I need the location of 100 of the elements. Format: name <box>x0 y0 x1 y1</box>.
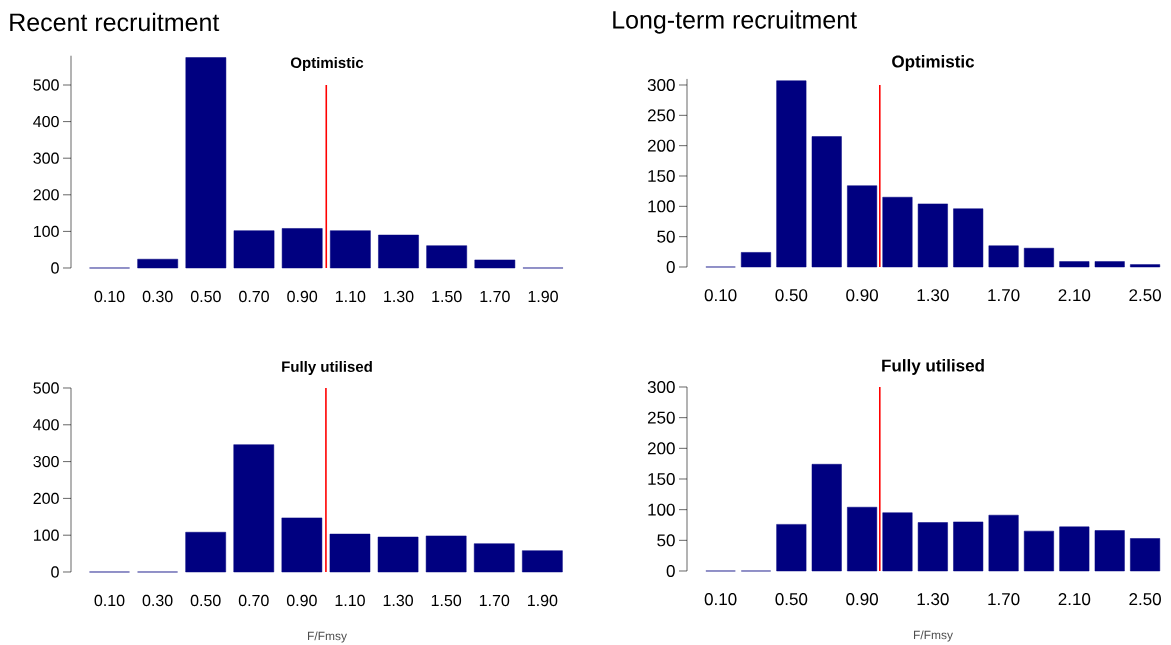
x-tick-label: 0.70 <box>238 594 269 607</box>
y-tick-label: 300 <box>33 152 59 164</box>
x-tick-label: 1.70 <box>988 289 1020 302</box>
y-tick-label: 300 <box>647 78 675 92</box>
bar <box>426 245 467 269</box>
bar <box>776 80 807 268</box>
x-tick-label: 1.70 <box>988 593 1020 606</box>
y-tick-label: 300 <box>647 380 675 394</box>
x-tick-label: 0.30 <box>142 290 173 303</box>
chart-title: Recent recruitment <box>10 12 220 32</box>
y-tick-label: 200 <box>33 189 59 201</box>
x-tick-label: 0.10 <box>704 289 737 302</box>
y-tick-label: 0 <box>666 260 675 274</box>
x-tick-label: 1.50 <box>431 594 462 607</box>
x-axis-title: F/Fmsy <box>913 630 953 642</box>
bar <box>917 203 948 268</box>
bar <box>425 535 467 573</box>
bar <box>953 521 984 572</box>
bar <box>1094 530 1125 572</box>
chart-title: Long-term recruitment <box>613 10 857 34</box>
bar <box>233 444 275 573</box>
bar <box>329 533 371 573</box>
y-tick-label: 0 <box>51 262 59 274</box>
x-tick-label: 2.10 <box>1058 593 1091 606</box>
bar <box>522 550 563 573</box>
y-tick-label: 200 <box>647 442 675 455</box>
bar <box>740 252 771 268</box>
bar <box>988 514 1019 572</box>
y-tick-label: 400 <box>33 419 59 431</box>
y-tick-label: 500 <box>33 79 59 91</box>
bar <box>811 464 842 572</box>
bar <box>1130 538 1161 572</box>
x-tick-label: 1.70 <box>480 290 510 303</box>
x-tick-label: 0.50 <box>775 593 808 606</box>
chart-title: Fully utilised <box>882 359 984 375</box>
y-tick-label: 250 <box>647 411 675 424</box>
y-tick-label: 50 <box>657 230 675 243</box>
x-tick-label: 1.90 <box>528 594 558 607</box>
y-tick-label: 300 <box>33 455 59 468</box>
x-tick-label: 0.10 <box>704 593 737 606</box>
y-tick-label: 500 <box>33 382 59 394</box>
bar <box>281 228 323 269</box>
y-tick-label: 100 <box>648 200 675 213</box>
bar <box>1023 530 1054 572</box>
x-tick-label: 1.30 <box>917 593 949 606</box>
bar <box>1059 261 1090 268</box>
y-tick-label: 150 <box>648 472 675 486</box>
bar <box>378 234 419 269</box>
bar <box>988 245 1019 268</box>
bar <box>330 230 371 269</box>
y-tick-label: 100 <box>648 503 675 516</box>
x-tick-label: 1.30 <box>384 290 414 303</box>
x-tick-label: 1.10 <box>335 594 365 607</box>
x-tick-label: 1.70 <box>479 594 510 607</box>
x-tick-label: 2.10 <box>1058 289 1091 302</box>
y-tick-label: 150 <box>648 169 675 183</box>
bar <box>882 196 913 268</box>
bar <box>882 512 913 572</box>
x-tick-label: 1.30 <box>917 289 949 302</box>
bar <box>1094 261 1125 268</box>
bar <box>847 185 878 268</box>
x-tick-label: 0.90 <box>846 289 878 302</box>
chart-subtitle: Optimistic <box>290 57 364 71</box>
x-axis-title: F/Fmsy <box>308 631 347 643</box>
y-tick-label: 100 <box>34 225 59 238</box>
bar <box>1059 526 1090 572</box>
x-tick-label: 0.50 <box>775 289 808 302</box>
bar <box>377 536 419 573</box>
bar <box>137 258 179 269</box>
bar <box>917 522 948 572</box>
x-tick-label: 2.50 <box>1129 289 1161 302</box>
y-tick-label: 200 <box>33 492 59 505</box>
bar <box>1130 264 1161 268</box>
chart-title: Fully utilised <box>282 361 372 375</box>
x-tick-label: 0.90 <box>287 290 318 303</box>
y-tick-label: 100 <box>34 529 59 541</box>
bar <box>953 208 984 268</box>
x-tick-label: 1.90 <box>528 290 558 303</box>
x-tick-label: 0.50 <box>190 594 221 607</box>
y-tick-label: 400 <box>33 115 59 128</box>
bar <box>1023 247 1054 268</box>
y-tick-label: 0 <box>666 564 675 578</box>
y-tick-label: 200 <box>647 139 675 152</box>
bar <box>847 506 878 572</box>
y-tick-label: 0 <box>51 566 59 578</box>
x-tick-label: 1.30 <box>383 594 413 607</box>
x-tick-label: 2.50 <box>1129 593 1161 606</box>
bar <box>776 524 807 572</box>
y-tick-label: 50 <box>657 534 675 547</box>
x-tick-label: 1.50 <box>432 290 462 303</box>
bar <box>473 543 515 573</box>
x-tick-label: 0.10 <box>94 290 125 303</box>
x-tick-label: 0.30 <box>142 594 173 607</box>
bar <box>185 57 227 269</box>
x-tick-label: 0.90 <box>286 594 317 607</box>
x-tick-label: 0.10 <box>94 594 125 607</box>
x-tick-label: 1.10 <box>336 290 366 303</box>
y-tick-label: 250 <box>647 109 675 122</box>
x-tick-label: 0.50 <box>190 290 221 303</box>
bar <box>811 136 842 268</box>
